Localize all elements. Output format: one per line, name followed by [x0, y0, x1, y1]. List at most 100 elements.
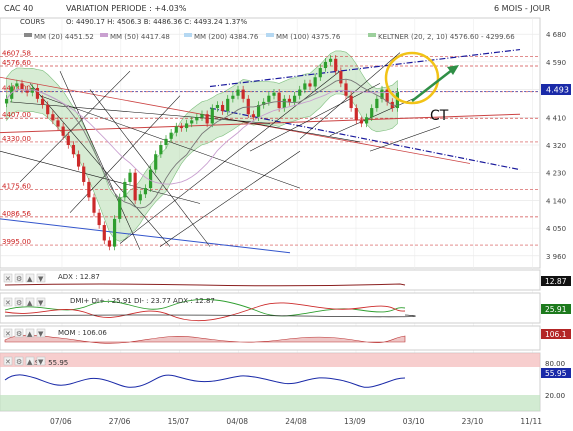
candles — [4, 55, 400, 251]
period: 6 MOIS - JOUR — [494, 4, 551, 13]
candle-body — [334, 58, 338, 72]
symbol: CAC 40 — [4, 4, 33, 13]
candle-body — [118, 197, 122, 219]
candle-body — [56, 120, 60, 127]
candle-body — [359, 120, 364, 124]
highlight-circle — [384, 51, 440, 105]
candle-body — [143, 188, 148, 195]
gear-icon[interactable]: ⚙ — [14, 328, 24, 338]
rsi-line — [4, 374, 406, 388]
candle-body — [298, 89, 302, 96]
move-down-icon-glyph: ▼ — [38, 330, 44, 338]
candle-body — [364, 117, 369, 124]
candle-body — [349, 95, 353, 109]
candle-body — [282, 98, 286, 109]
moving-average-lines — [6, 78, 398, 209]
move-up-icon-bg — [25, 356, 35, 366]
panel-tool-icons[interactable]: ✕ ⚙ ▲ ▼ ✕ ⚙ ▲ ▼ ✕ ⚙ ▲ ▼ ✕ ⚙ ▲ ▼ — [3, 273, 46, 366]
mom-panel: MOM : 106.06 106.1 — [0, 325, 571, 351]
level-label: 4175.60 — [2, 182, 31, 190]
move-down-icon[interactable]: ▼ — [36, 297, 46, 307]
move-up-icon[interactable]: ▲ — [25, 297, 35, 307]
drawn-trend-line — [159, 150, 301, 247]
close-icon[interactable]: ✕ — [3, 328, 13, 338]
dmi-adx-line — [4, 314, 416, 318]
candle-body — [272, 92, 276, 96]
candle-body — [154, 154, 158, 170]
move-up-icon-bg — [25, 297, 35, 307]
drawn-trend-line — [249, 83, 381, 152]
candle-body — [128, 172, 132, 182]
close-icon[interactable]: ✕ — [3, 297, 13, 307]
adx-line — [4, 283, 406, 287]
gear-icon[interactable]: ⚙ — [14, 273, 24, 283]
candle-body — [25, 89, 29, 93]
candle-body — [46, 104, 50, 115]
rsi-lower-tick: 20.00 — [545, 392, 565, 400]
mom-area — [4, 334, 406, 344]
move-down-icon[interactable]: ▼ — [36, 273, 46, 283]
close-icon-bg — [3, 328, 13, 338]
x-tick-label: 07/06 — [50, 417, 72, 426]
trend-arrow-head — [447, 65, 459, 75]
trend-lines — [0, 48, 521, 254]
rsi-panel: RSI : 55.95 80.00 20.00 55.95 — [0, 352, 571, 412]
candle-body — [308, 83, 312, 87]
candle-body — [339, 71, 343, 84]
move-down-icon[interactable]: ▼ — [36, 328, 46, 338]
move-down-icon-bg — [36, 297, 46, 307]
candle-body — [40, 98, 45, 105]
support-red-line — [0, 113, 521, 134]
close-icon[interactable]: ✕ — [3, 273, 13, 283]
drawn-trend-line — [29, 83, 171, 247]
candle-body — [179, 126, 184, 129]
gear-icon[interactable]: ⚙ — [14, 297, 24, 307]
move-up-icon[interactable]: ▲ — [25, 273, 35, 283]
drawn-trend-line — [369, 126, 441, 152]
candle-body — [112, 218, 117, 247]
level-label: 4576.60 — [2, 59, 31, 67]
trend-arrow-shaft — [411, 69, 453, 102]
move-up-icon[interactable]: ▲ — [25, 356, 35, 366]
move-up-icon[interactable]: ▲ — [25, 328, 35, 338]
y-tick-label: 4 590 — [546, 59, 566, 67]
move-up-icon-glyph: ▲ — [27, 358, 33, 366]
candle-body — [313, 77, 317, 87]
move-down-icon-glyph: ▼ — [38, 358, 44, 366]
mm50-swatch — [100, 33, 108, 37]
mm20-label: MM (20) 4451.52 — [34, 33, 94, 41]
candle-body — [133, 172, 137, 201]
candle-body — [215, 104, 220, 109]
dmi-plus-line — [4, 299, 406, 317]
y-tick-label: 4 230 — [546, 170, 566, 178]
support-blue-line — [0, 218, 291, 254]
candle-body — [287, 98, 292, 102]
close-icon-bg — [3, 297, 13, 307]
candle-body — [195, 117, 199, 121]
x-tick-label: 11/11 — [520, 417, 542, 426]
candle-body — [15, 83, 19, 87]
move-down-icon[interactable]: ▼ — [36, 356, 46, 366]
gear-icon-glyph: ⚙ — [16, 275, 22, 283]
gear-icon-glyph: ⚙ — [16, 358, 22, 366]
level-label: 4407.00 — [2, 111, 31, 119]
annotation-text: CT — [430, 108, 449, 124]
moving-average-line — [6, 89, 398, 185]
candle-body — [205, 114, 209, 124]
y-tick-label: 4 050 — [546, 225, 566, 233]
move-up-icon-glyph: ▲ — [27, 299, 33, 307]
candle-body — [159, 145, 163, 155]
gear-icon[interactable]: ⚙ — [14, 356, 24, 366]
close-icon-glyph: ✕ — [5, 275, 11, 283]
candle-body — [71, 145, 76, 155]
candle-body — [20, 83, 24, 90]
move-up-icon-bg — [25, 273, 35, 283]
adx-panel: ADX : 12.87 12.87 — [0, 269, 571, 291]
close-icon[interactable]: ✕ — [3, 356, 13, 366]
cours-label: COURS — [20, 18, 45, 26]
candle-body — [380, 89, 384, 99]
level-label: 4330.00 — [2, 135, 31, 143]
candle-body — [236, 89, 240, 96]
